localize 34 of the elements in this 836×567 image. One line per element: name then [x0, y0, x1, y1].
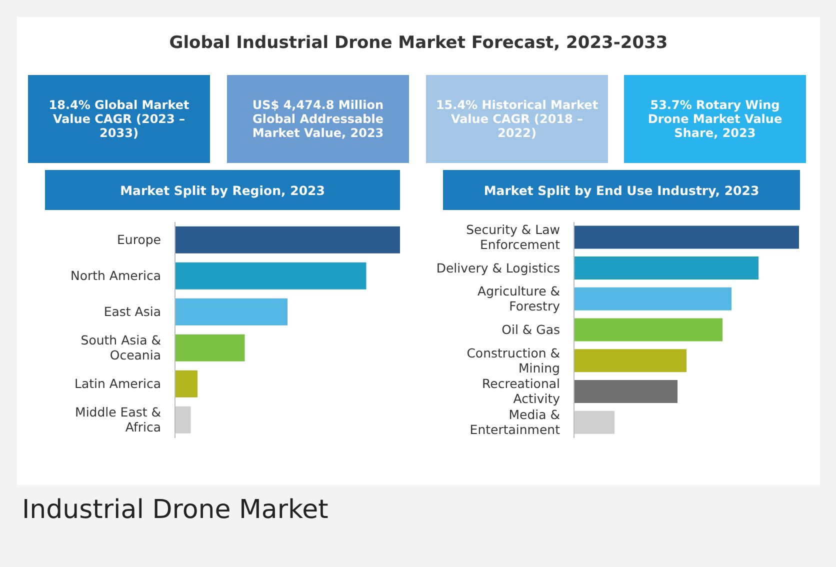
y-tick-label: East Asia: [104, 304, 161, 319]
y-tick-label: Security & Law Enforcement: [466, 222, 560, 252]
y-tick-label: Delivery & Logistics: [436, 260, 560, 276]
text: 53.7% Rotary Wing Drone Market Value Share, 2023: [624, 75, 806, 163]
bar: [175, 226, 400, 254]
y-tick-label: Media & Entertainment: [470, 407, 560, 438]
bar: [574, 226, 799, 249]
text: Industrial Drone Market: [22, 495, 328, 525]
text: Global Industrial Drone Market Forecast, 2023-2033: [168, 33, 669, 53]
bar: [175, 370, 198, 398]
bar: [175, 262, 366, 290]
y-tick-label: Construction & Mining: [466, 345, 560, 376]
y-tick-label: North America: [70, 268, 161, 283]
y-tick-label: Middle East & Africa: [75, 404, 162, 434]
bar: [175, 334, 245, 362]
y-tick-label: South Asia & Oceania: [80, 332, 162, 362]
bar: [574, 349, 686, 372]
chart-title: Market Split by End Use Industry, 2023: [443, 170, 800, 210]
chart-title: Market Split by Region, 2023: [45, 170, 400, 210]
y-tick-label: Latin America: [74, 376, 161, 391]
text: 15.4% Historical Market Value CAGR (2018 – 2022): [426, 75, 608, 163]
bar: [175, 406, 191, 434]
bar: [574, 410, 614, 434]
text: US$ 4,474.8 Million Global Addressable Market Value, 2023: [227, 75, 409, 163]
bar: [574, 318, 722, 342]
bar: [574, 380, 678, 403]
y-tick-label: Agriculture & Forestry: [478, 284, 561, 314]
y-tick-label: Oil & Gas: [502, 322, 560, 337]
bar: [574, 287, 732, 310]
bar: [175, 298, 288, 326]
y-tick-label: Recreational Activity: [482, 376, 561, 406]
y-tick-label: Europe: [117, 232, 162, 247]
bar: [574, 256, 758, 280]
text: 18.4% Global Market Value CAGR (2023 – 2033): [28, 75, 210, 163]
